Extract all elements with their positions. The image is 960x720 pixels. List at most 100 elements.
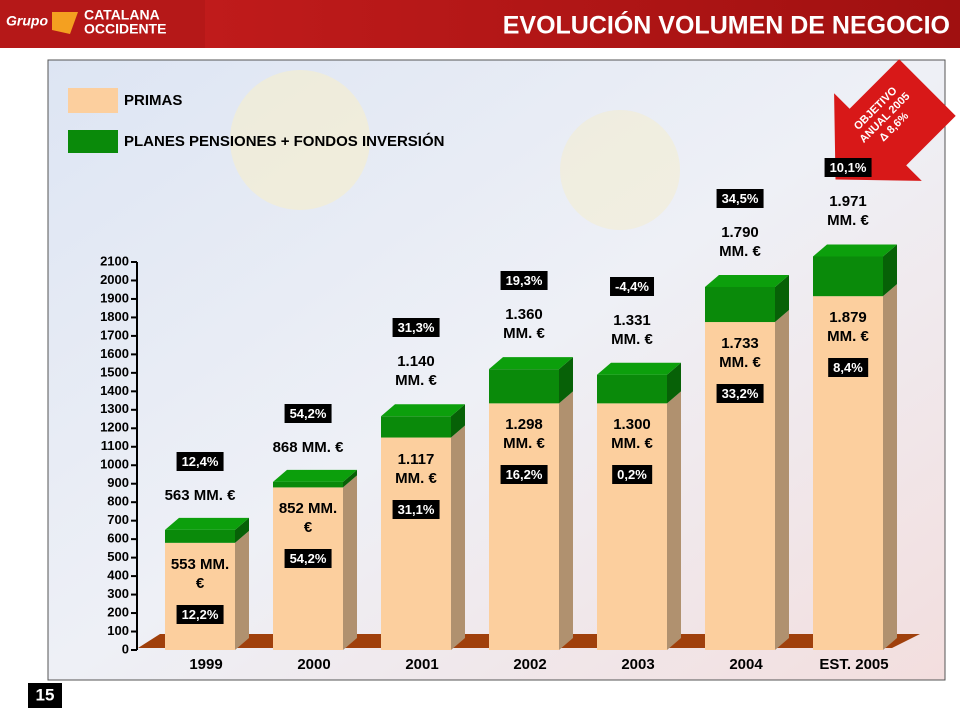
bg-star (560, 110, 680, 230)
bar-side (235, 530, 249, 650)
target-arrow (834, 59, 956, 181)
primas-label: 553 MM. € (170, 555, 230, 592)
bar (813, 296, 883, 650)
page-number: 15 (36, 685, 55, 704)
y-tick-label: 1700 (100, 327, 129, 342)
total-change: 34,5% (716, 188, 764, 208)
primas-label: 1.300 MM. € (611, 416, 653, 453)
primas-label: 1.733 MM. € (719, 335, 761, 372)
bar (597, 403, 667, 650)
bar (381, 437, 451, 650)
x-tick-label: 2004 (729, 656, 763, 673)
legend-label: PRIMAS (124, 92, 182, 109)
bar-side (559, 391, 573, 650)
primas-change: 54,2% (284, 549, 332, 569)
bar (705, 286, 775, 323)
total-label: 868 MM. € (272, 438, 344, 456)
bar-side (667, 391, 681, 650)
bar-side (775, 310, 789, 650)
primas-change: 8,4% (828, 358, 868, 378)
bar-side (451, 404, 465, 438)
bar-side (775, 274, 789, 323)
total-change: 19,3% (500, 271, 548, 291)
bar-top (597, 362, 681, 375)
total-label: 563 MM. € (164, 486, 236, 504)
y-tick-label: 200 (107, 604, 129, 619)
y-tick-label: 2000 (100, 272, 129, 287)
total-label: 1.140 MM. € (395, 353, 437, 390)
primas-label: 1.298 MM. € (503, 416, 545, 453)
bg-star (230, 70, 370, 210)
y-tick-label: 300 (107, 586, 129, 601)
bar (813, 256, 883, 297)
bar (165, 542, 235, 650)
y-tick-label: 1800 (100, 309, 129, 324)
primas-change: 33,2% (716, 384, 764, 404)
brand-line: CATALANA (84, 7, 160, 23)
bar-side (883, 244, 897, 297)
x-tick-label: EST. 2005 (819, 656, 888, 673)
bar-top (165, 517, 249, 530)
bar (273, 487, 343, 650)
logo-area (0, 0, 205, 48)
y-tick-label: 1100 (101, 438, 129, 453)
y-tick-label: 800 (107, 494, 129, 509)
y-tick-label: 100 (107, 623, 129, 638)
y-tick-label: 1400 (100, 383, 129, 398)
primas-change: 31,1% (392, 499, 440, 519)
bar-side (235, 517, 249, 543)
y-tick-label: 900 (107, 475, 129, 490)
brand-prefix: Grupo (6, 13, 48, 29)
total-change: 31,3% (392, 318, 440, 338)
legend-swatch (68, 88, 118, 113)
y-tick-label: 1900 (100, 290, 129, 305)
y-tick-label: 1200 (100, 420, 129, 435)
bar (705, 322, 775, 650)
y-tick-label: 600 (107, 531, 129, 546)
bar (597, 374, 667, 404)
y-tick-label: 1500 (100, 364, 129, 379)
total-change: 54,2% (284, 403, 332, 423)
primas-change: 0,2% (612, 465, 652, 485)
y-tick-label: 400 (107, 568, 129, 583)
total-label: 1.790 MM. € (719, 223, 761, 260)
bar-side (451, 425, 465, 650)
y-tick-label: 500 (107, 549, 129, 564)
bar-top (273, 469, 357, 482)
bar-top (381, 404, 465, 417)
y-tick-label: 1000 (100, 457, 129, 472)
logo-icon (52, 12, 78, 34)
bar-side (343, 475, 357, 650)
x-tick-label: 2002 (513, 656, 546, 673)
bar-top (705, 274, 789, 287)
x-tick-label: 2001 (405, 656, 438, 673)
total-label: 1.971 MM. € (827, 193, 869, 230)
y-tick-label: 700 (107, 512, 129, 527)
x-tick-label: 2003 (621, 656, 654, 673)
total-label: 1.360 MM. € (503, 306, 545, 343)
x-tick-label: 1999 (189, 656, 222, 673)
legend-swatch (68, 130, 118, 153)
brand-line: OCCIDENTE (84, 21, 166, 37)
page-number-box (28, 683, 62, 708)
bar-side (883, 284, 897, 650)
bar (489, 403, 559, 650)
bar-side (559, 357, 573, 404)
bar-top (489, 357, 573, 370)
x-tick-label: 2000 (297, 656, 330, 673)
y-tick-label: 0 (122, 641, 129, 656)
total-change: -4,4% (610, 276, 654, 296)
primas-change: 12,2% (176, 604, 224, 624)
bar (165, 529, 235, 543)
primas-label: 1.117 MM. € (395, 450, 437, 487)
primas-label: 852 MM. € (278, 500, 338, 537)
total-change: 10,1% (824, 158, 872, 178)
bar (381, 416, 451, 438)
total-change: 12,4% (176, 451, 224, 471)
y-tick-label: 1300 (100, 401, 129, 416)
bar-top (813, 244, 897, 257)
arrow-shape (834, 59, 956, 181)
y-tick-label: 2100 (100, 253, 129, 268)
